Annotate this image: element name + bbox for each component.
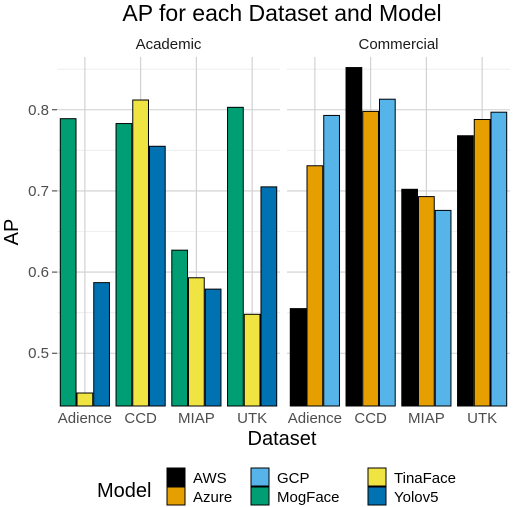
- facet-academic: Academic Adience CCD MIAP UTK: [57, 36, 280, 427]
- y-axis: 0.5 0.6 0.7 0.8: [28, 102, 57, 362]
- bar-commercial-utk-aws: [457, 135, 474, 407]
- x-tick-label: CCD: [124, 410, 157, 427]
- legend-title: Model: [97, 480, 151, 502]
- bar-academic-ccd-mogface: [115, 123, 133, 407]
- bar-academic-adience-mogface: [59, 118, 77, 407]
- legend-label: MogFace: [277, 489, 340, 506]
- x-axis-title: Dataset: [248, 428, 317, 450]
- bar-academic-miap-mogface: [171, 249, 189, 407]
- bar-commercial-adience-gcp: [323, 114, 340, 407]
- bar-commercial-ccd-azure: [362, 110, 379, 407]
- facet-commercial: Commercial Adience CCD MIAP UTK: [287, 36, 510, 427]
- legend-swatch: [250, 467, 270, 487]
- chart-title: AP for each Dataset and Model: [122, 0, 441, 26]
- x-tick-label: UTK: [237, 410, 267, 427]
- legend-swatch: [367, 467, 387, 487]
- legend-item-tinaface: TinaFace: [367, 467, 456, 487]
- x-tick-label: MIAP: [178, 410, 215, 427]
- bar-commercial-adience-azure: [306, 165, 324, 407]
- bar-academic-adience-yolov5: [93, 282, 110, 407]
- legend-label: AWS: [193, 470, 227, 487]
- y-axis-title: AP: [1, 219, 23, 246]
- bar-commercial-adience-aws: [289, 308, 307, 407]
- x-tick-label: CCD: [354, 410, 387, 427]
- legend-item-azure: Azure: [166, 486, 232, 506]
- legend-item-mogface: MogFace: [250, 486, 340, 506]
- bar-academic-utk-mogface: [227, 106, 244, 407]
- bar-academic-utk-tinaface: [243, 313, 261, 407]
- bar-commercial-miap-gcp: [434, 209, 452, 407]
- bar-commercial-ccd-aws: [345, 67, 363, 407]
- legend: Model AWS Azure GCP MogFace TinaFace Yolov5: [97, 467, 456, 506]
- legend-item-aws: AWS: [166, 467, 227, 487]
- legend-swatch: [367, 486, 387, 506]
- legend-item-yolov5: Yolov5: [367, 486, 439, 506]
- legend-label: Yolov5: [394, 489, 439, 506]
- legend-label: GCP: [277, 470, 310, 487]
- bar-commercial-ccd-gcp: [378, 98, 396, 407]
- legend-swatch: [166, 467, 186, 487]
- facet-label: Commercial: [358, 36, 438, 53]
- bar-academic-utk-yolov5: [260, 186, 278, 407]
- y-tick-label: 0.8: [28, 102, 49, 119]
- bar-commercial-miap-aws: [401, 188, 419, 407]
- x-tick-label: Adience: [288, 410, 342, 427]
- facet-panels: Academic Adience CCD MIAP UTK Commercial Adien…: [57, 36, 510, 427]
- x-tick-label: Adience: [58, 410, 112, 427]
- legend-label: Azure: [193, 489, 232, 506]
- x-tick-label: UTK: [467, 410, 497, 427]
- y-tick-label: 0.7: [28, 183, 49, 200]
- bar-academic-adience-tinaface: [76, 392, 94, 407]
- bar-academic-ccd-tinaface: [132, 99, 149, 407]
- bar-academic-ccd-yolov5: [148, 145, 166, 407]
- bar-commercial-utk-gcp: [490, 111, 508, 407]
- bar-academic-miap-yolov5: [204, 288, 222, 407]
- bar-commercial-utk-azure: [473, 118, 491, 407]
- bar-commercial-miap-azure: [418, 196, 435, 407]
- legend-swatch: [166, 486, 186, 506]
- y-tick-label: 0.6: [28, 264, 49, 281]
- legend-item-gcp: GCP: [250, 467, 310, 487]
- y-tick-label: 0.5: [28, 345, 49, 362]
- legend-swatch: [250, 486, 270, 506]
- legend-label: TinaFace: [394, 470, 456, 487]
- x-tick-label: MIAP: [408, 410, 445, 427]
- bar-academic-miap-tinaface: [188, 277, 205, 407]
- facet-label: Academic: [136, 36, 202, 53]
